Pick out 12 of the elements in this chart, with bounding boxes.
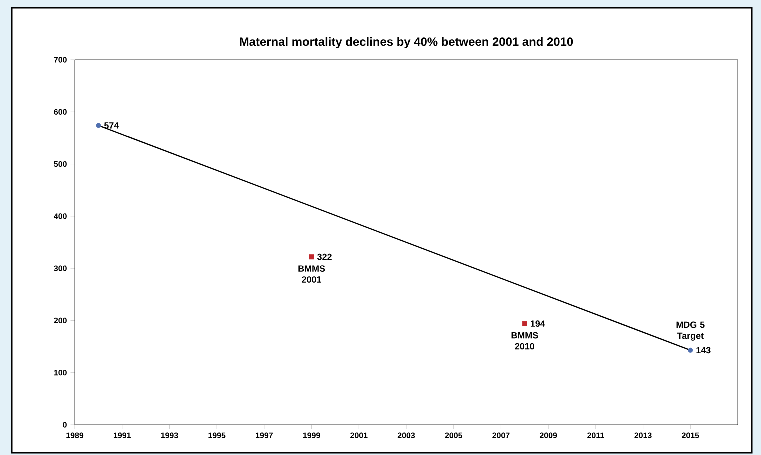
point xyxy=(688,348,694,353)
point xyxy=(522,321,528,326)
point xyxy=(96,123,102,128)
annotation: BMMS 2001 xyxy=(298,266,326,283)
data-label: 143 xyxy=(696,347,711,354)
data-label: 322 xyxy=(318,254,332,260)
point xyxy=(309,254,314,260)
chart-title: Maternal mortality declines by 40% between 2001 and 2010 xyxy=(240,37,574,49)
annotation: MDG 5 Target xyxy=(676,322,705,341)
data-label: 194 xyxy=(530,320,546,328)
annotation: BMMS 2010 xyxy=(512,332,538,350)
data-label: 574 xyxy=(104,122,120,129)
